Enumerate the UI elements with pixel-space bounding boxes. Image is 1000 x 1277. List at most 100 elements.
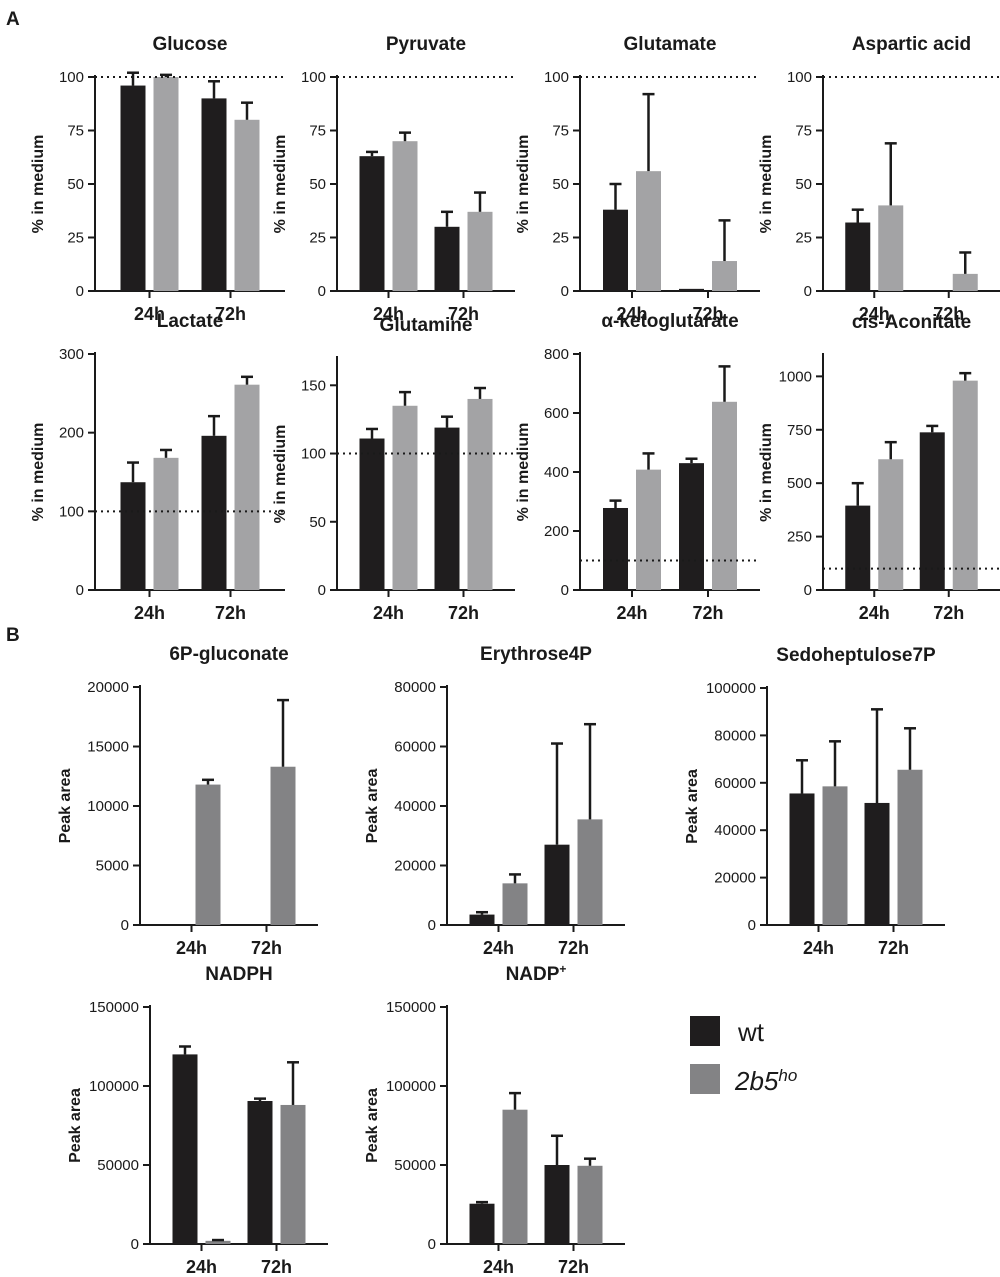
- y-tick-label: 0: [561, 283, 569, 300]
- bar-2b5ho-72h: [952, 273, 978, 291]
- bar-2b5ho-24h: [205, 1240, 231, 1244]
- chart-title: Glucose: [153, 34, 228, 55]
- y-tick-label: 25: [67, 230, 84, 247]
- bar-2b5ho-72h: [952, 380, 978, 590]
- y-axis-label: % in medium: [758, 135, 775, 234]
- y-tick-label: 80000: [394, 679, 436, 696]
- y-tick-label: 100: [544, 69, 569, 86]
- chart-lactate: Lactate % in medium 0 100 200 300 24h 72h: [30, 311, 285, 623]
- x-tick-label: 72h: [933, 304, 964, 324]
- y-tick-label: 75: [552, 123, 569, 140]
- y-tick-label: 250: [787, 529, 812, 546]
- chart-cisaconitate: cis-Aconitate % in medium 0 250 500 750 1000 24…: [758, 312, 1000, 623]
- chart-title: Lactate: [157, 311, 224, 332]
- y-tick-label: 100000: [386, 1078, 436, 1095]
- y-tick-label: 0: [131, 1236, 139, 1253]
- bar-2b5ho-72h: [280, 1104, 306, 1244]
- x-tick-label: 24h: [483, 938, 514, 958]
- bar-2b5ho-72h: [577, 1165, 603, 1244]
- x-tick-label: 24h: [176, 938, 207, 958]
- y-tick-label: 200: [544, 523, 569, 540]
- y-tick-label: 0: [76, 582, 84, 599]
- y-axis-label: % in medium: [515, 135, 532, 234]
- y-tick-label: 0: [428, 1236, 436, 1253]
- y-tick-label: 25: [309, 230, 326, 247]
- y-tick-label: 100: [59, 503, 84, 520]
- y-tick-label: 0: [318, 582, 326, 599]
- bar-wt-24h: [359, 438, 385, 590]
- bar-wt-72h: [544, 1165, 570, 1244]
- panel-label-b: B: [6, 625, 20, 646]
- bar-2b5ho-24h: [636, 469, 661, 590]
- y-tick-label: 40000: [714, 822, 756, 839]
- bar-2b5ho-24h: [392, 141, 418, 291]
- y-tick-label: 100: [59, 69, 84, 86]
- chart-erythrose4p: Erythrose4P Peak area 0 20000 40000 60000 8000…: [364, 644, 625, 958]
- bar-2b5ho-72h: [270, 766, 296, 925]
- bar-wt-72h: [247, 1101, 273, 1244]
- y-tick-label: 0: [318, 283, 326, 300]
- bar-wt-72h: [679, 463, 704, 590]
- x-tick-label: 72h: [558, 938, 589, 958]
- bar-wt-72h: [864, 802, 890, 925]
- y-tick-label: 0: [804, 283, 812, 300]
- y-tick-label: 0: [804, 582, 812, 599]
- bar-2b5ho-24h: [502, 1109, 528, 1244]
- y-tick-label: 1000: [779, 368, 812, 385]
- y-tick-label: 60000: [394, 739, 436, 756]
- y-tick-label: 0: [121, 917, 129, 934]
- x-tick-label: 72h: [448, 304, 479, 324]
- y-tick-label: 150: [301, 377, 326, 394]
- legend-mut-swatch: [690, 1064, 720, 1094]
- bar-wt-24h: [172, 1054, 198, 1244]
- x-tick-label: 72h: [692, 603, 723, 623]
- x-tick-label: 24h: [373, 304, 404, 324]
- y-tick-label: 25: [795, 230, 812, 247]
- bar-2b5ho-24h: [878, 459, 904, 590]
- y-tick-label: 10000: [87, 798, 129, 815]
- chart-glutamate: Glutamate % in medium 0 25 50 75 100 24h 72h: [515, 34, 760, 324]
- bar-wt-24h: [603, 209, 628, 291]
- x-tick-label: 24h: [134, 304, 165, 324]
- legend: wt 2b5ho: [690, 1016, 797, 1096]
- bar-2b5ho-72h: [712, 401, 737, 590]
- bar-wt-24h: [845, 505, 871, 590]
- y-axis-label: % in medium: [30, 423, 47, 522]
- x-tick-label: 24h: [803, 938, 834, 958]
- chart-title: α-ketoglutarate: [601, 311, 738, 332]
- y-tick-label: 20000: [394, 858, 436, 875]
- x-tick-label: 72h: [448, 603, 479, 623]
- y-axis-label: % in medium: [272, 425, 289, 524]
- chart-title: Glutamine: [380, 315, 473, 336]
- x-tick-label: 72h: [558, 1257, 589, 1277]
- chart-6pgluconate: 6P-gluconate Peak area 0 5000 10000 15000 2000…: [57, 644, 318, 958]
- y-tick-label: 75: [309, 123, 326, 140]
- bar-2b5ho-72h: [467, 211, 493, 291]
- chart-aspartic: Aspartic acid % in medium 0 25 50 75 100 24h 72h: [758, 34, 1000, 324]
- bar-2b5ho-24h: [636, 171, 661, 291]
- bar-2b5ho-72h: [234, 119, 260, 291]
- x-tick-label: 72h: [215, 304, 246, 324]
- bar-2b5ho-72h: [467, 398, 493, 590]
- y-tick-label: 400: [544, 464, 569, 481]
- y-tick-label: 0: [428, 917, 436, 934]
- y-tick-label: 40000: [394, 798, 436, 815]
- x-tick-label: 24h: [134, 603, 165, 623]
- y-tick-label: 60000: [714, 775, 756, 792]
- bar-2b5ho-24h: [392, 405, 418, 590]
- chart-glucose: Glucose % in medium 0 25 50 75 100 24h 72h: [30, 34, 285, 324]
- bar-2b5ho-72h: [712, 261, 737, 291]
- x-tick-label: 72h: [692, 304, 723, 324]
- y-tick-label: 5000: [96, 858, 129, 875]
- y-tick-label: 500: [787, 475, 812, 492]
- bar-wt-72h: [434, 427, 460, 590]
- bar-wt-24h: [120, 482, 146, 590]
- y-tick-label: 800: [544, 346, 569, 363]
- bar-2b5ho-24h: [195, 784, 221, 925]
- x-tick-label: 72h: [261, 1257, 292, 1277]
- y-tick-label: 25: [552, 230, 569, 247]
- x-tick-label: 72h: [878, 938, 909, 958]
- y-tick-label: 50: [309, 514, 326, 531]
- y-axis-label: % in medium: [758, 423, 775, 522]
- y-axis-label: Peak area: [364, 769, 381, 844]
